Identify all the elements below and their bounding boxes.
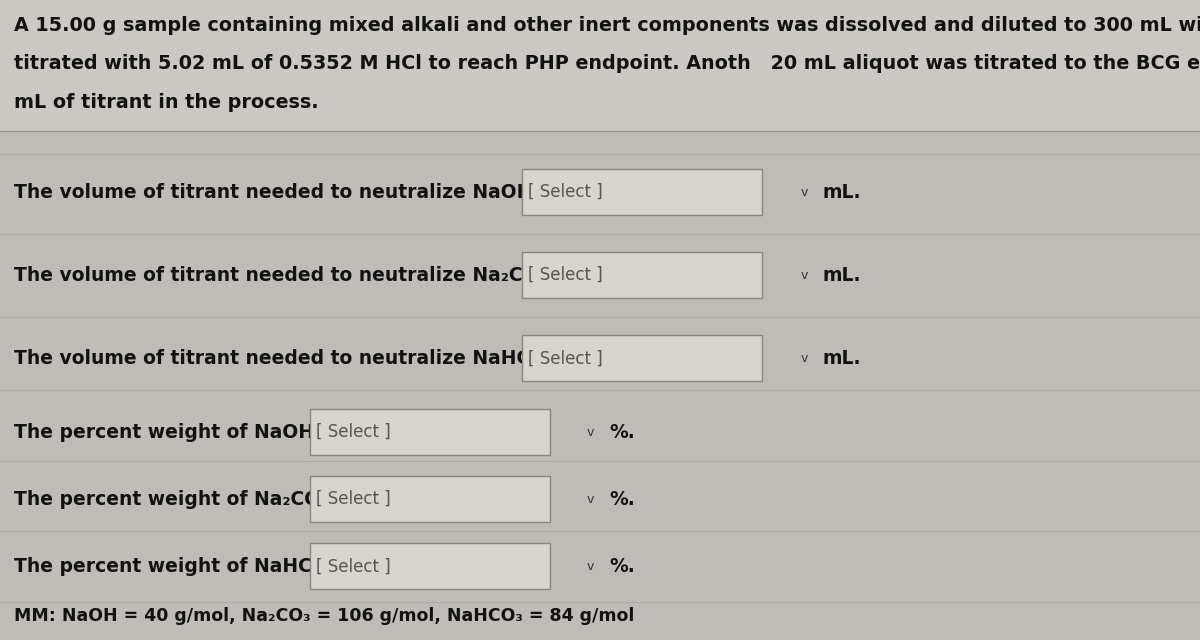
Text: mL.: mL.	[822, 349, 860, 368]
Text: mL of titrant in the process.: mL of titrant in the process.	[14, 93, 319, 112]
Text: The percent weight of NaHCO₃ is: The percent weight of NaHCO₃ is	[14, 557, 360, 576]
Bar	[310, 476, 550, 522]
Text: v: v	[587, 560, 594, 573]
Text: [ Select ]: [ Select ]	[316, 557, 390, 575]
Text: [ Select ]: [ Select ]	[528, 183, 602, 201]
Text: titrated with 5.02 mL of 0.5352 M HCl to reach PHP endpoint. Anoth   20 mL aliqu: titrated with 5.02 mL of 0.5352 M HCl to…	[14, 54, 1200, 74]
Bar	[522, 252, 762, 298]
Bar	[522, 335, 762, 381]
Text: v: v	[800, 186, 808, 198]
Bar	[310, 409, 550, 455]
Bar	[0, 0, 1200, 131]
Text: [ Select ]: [ Select ]	[316, 423, 390, 441]
Text: %.: %.	[610, 490, 635, 509]
Text: A 15.00 g sample containing mixed alkali and other inert components was dissolve: A 15.00 g sample containing mixed alkali…	[14, 16, 1200, 35]
Text: mL.: mL.	[822, 182, 860, 202]
Bar	[522, 169, 762, 215]
Text: MM: NaOH = 40 g/mol, Na₂CO₃ = 106 g/mol, NaHCO₃ = 84 g/mol: MM: NaOH = 40 g/mol, Na₂CO₃ = 106 g/mol,…	[14, 607, 635, 625]
Text: The volume of titrant needed to neutralize Na₂CO₃ is: The volume of titrant needed to neutrali…	[14, 266, 571, 285]
Text: %.: %.	[610, 557, 635, 576]
Text: [ Select ]: [ Select ]	[316, 490, 390, 508]
Text: The percent weight of NaOH is: The percent weight of NaOH is	[14, 422, 338, 442]
Text: [ Select ]: [ Select ]	[528, 349, 602, 367]
Text: mL.: mL.	[822, 266, 860, 285]
Text: v: v	[587, 493, 594, 506]
Bar	[310, 543, 550, 589]
Text: The volume of titrant needed to neutralize NaHCO₃ is: The volume of titrant needed to neutrali…	[14, 349, 578, 368]
Text: The volume of titrant needed to neutralize NaOH is: The volume of titrant needed to neutrali…	[14, 182, 557, 202]
Text: [ Select ]: [ Select ]	[528, 266, 602, 284]
Text: v: v	[800, 352, 808, 365]
Text: %.: %.	[610, 422, 635, 442]
Text: v: v	[587, 426, 594, 438]
Text: The percent weight of Na₂CO₃ is: The percent weight of Na₂CO₃ is	[14, 490, 353, 509]
Text: v: v	[800, 269, 808, 282]
